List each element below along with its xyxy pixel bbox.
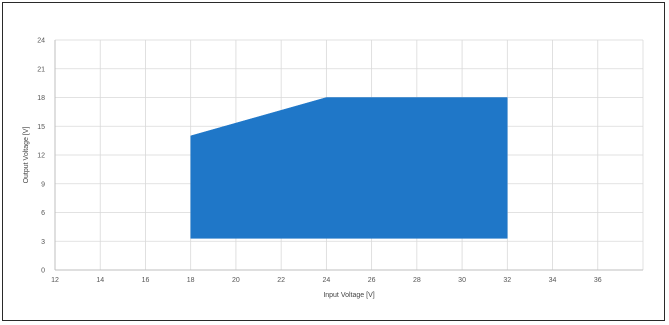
x-tick-labels: 12 14 16 18 20 22 24 26 28 30 32 34 36: [51, 277, 602, 284]
y-tick-labels: 0 3 6 9 12 15 18 21 24: [37, 38, 45, 275]
x-tick-label: 22: [277, 277, 285, 284]
x-tick-label: 36: [594, 277, 602, 284]
y-tick-label: 15: [37, 124, 45, 131]
x-tick-label: 26: [368, 277, 376, 284]
y-tick-label: 3: [41, 239, 45, 246]
y-tick-label: 0: [41, 268, 45, 275]
y-tick-label: 21: [37, 66, 45, 73]
x-tick-label: 20: [232, 277, 240, 284]
y-tick-label: 24: [37, 38, 45, 45]
x-tick-label: 14: [96, 277, 104, 284]
x-tick-label: 12: [51, 277, 59, 284]
x-tick-label: 32: [503, 277, 511, 284]
operating-area: [190, 97, 508, 239]
y-tick-label: 18: [37, 95, 45, 102]
y-tick-label: 12: [37, 153, 45, 160]
x-tick-label: 24: [322, 277, 330, 284]
chart-area-layer: [190, 97, 508, 239]
x-axis-title: Input Voltage [V]: [323, 292, 374, 299]
y-tick-label: 9: [41, 181, 45, 188]
x-tick-label: 18: [187, 277, 195, 284]
y-tick-label: 6: [41, 210, 45, 217]
x-tick-label: 30: [458, 277, 466, 284]
y-axis-title: Output Voltage [V]: [23, 127, 30, 184]
x-tick-label: 28: [413, 277, 421, 284]
chart-axes: [54, 40, 643, 271]
x-tick-label: 16: [142, 277, 150, 284]
x-tick-label: 34: [549, 277, 557, 284]
